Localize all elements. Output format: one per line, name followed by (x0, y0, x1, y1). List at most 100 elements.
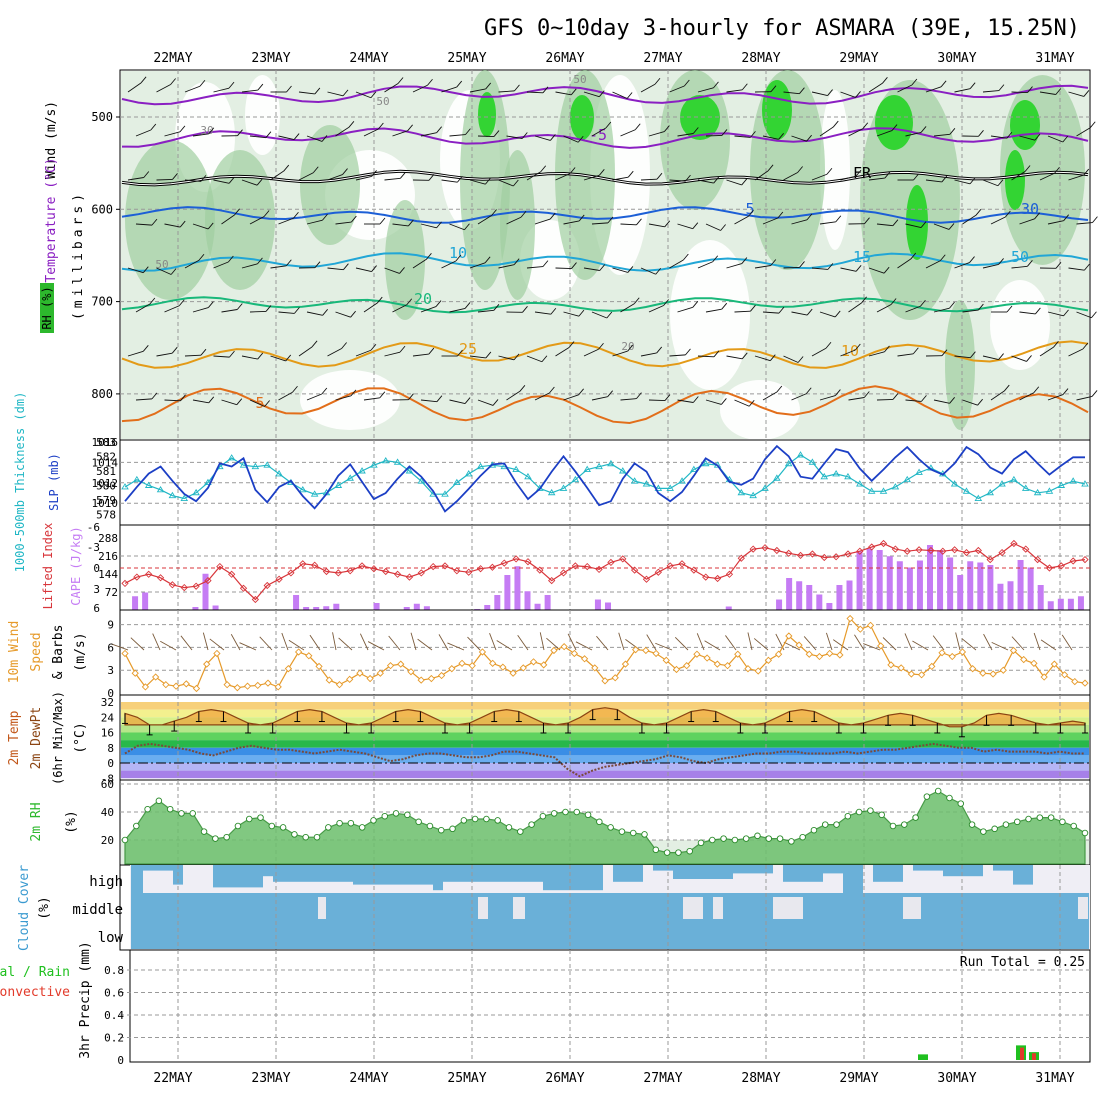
wind-barb (164, 399, 181, 402)
rh2m-marker (1081, 829, 1089, 837)
wind-barb (705, 308, 722, 313)
dry-region (720, 380, 800, 440)
wind10-marker (1071, 677, 1079, 686)
wind10-marker (366, 674, 374, 683)
cape-bar (776, 599, 783, 610)
wind-barb-feather (492, 399, 499, 406)
wind-barb-feather (485, 177, 491, 185)
temp-tick-label: 16 (101, 727, 114, 740)
wind10-marker (243, 682, 252, 690)
wind10-barb (826, 632, 833, 651)
wind10-barbs (110, 632, 1073, 651)
thickness-marker (227, 454, 236, 461)
lifted-index-marker (678, 560, 686, 568)
wind-barb (449, 223, 465, 231)
wind-barb (754, 170, 769, 181)
thickness-marker (844, 472, 852, 480)
wind-barb (1047, 394, 1064, 401)
thickness-marker (1010, 475, 1018, 483)
y-tick-label: 700 (91, 295, 113, 309)
wind-barb-feather (542, 260, 549, 267)
wind-barb-feather (1063, 214, 1069, 221)
precip-convective-bar (1032, 1053, 1036, 1060)
day-label-bottom: 25MAY (447, 1071, 486, 1086)
wind-barb-feather (321, 135, 328, 142)
rh-high-region (478, 92, 496, 137)
rh2m-marker (867, 807, 874, 814)
wind-barb (1011, 91, 1028, 94)
wind-barb (192, 399, 209, 404)
wind10-barb (239, 642, 257, 651)
wind10-marker (284, 665, 293, 673)
wind10-barb (567, 633, 577, 651)
cape-bar (212, 605, 219, 610)
ylabel-precip-convective: Convective (0, 985, 70, 1000)
thickness-marker (1021, 484, 1030, 491)
cloud-high-block (143, 865, 173, 871)
temperature-band (121, 747, 1089, 756)
lifted-index-marker (228, 570, 236, 578)
wind-barb (982, 179, 999, 187)
wind-barb (327, 91, 344, 97)
wind-barb (469, 262, 486, 269)
wind-barb (156, 267, 172, 275)
wind-barb (420, 399, 437, 403)
day-label-top: 26MAY (545, 51, 584, 66)
rh2m-marker (234, 822, 242, 830)
wind-barb (726, 355, 743, 360)
cape-bar (544, 595, 551, 610)
thickness-marker (405, 467, 414, 474)
wind-barb (384, 83, 399, 93)
wind10-marker (662, 656, 670, 664)
wind-barb-feather (721, 398, 727, 405)
wind-barb (1068, 348, 1084, 357)
wind10-marker (642, 646, 650, 655)
wind-barb (477, 309, 494, 313)
wind-barb-feather (912, 347, 919, 355)
wind-barb-feather (664, 394, 671, 401)
li-tick-label: -6 (87, 521, 100, 534)
wind-barb-feather (428, 347, 435, 355)
rh2m-marker (1036, 814, 1044, 821)
wind-barb (612, 91, 628, 99)
wind-barb-feather (741, 178, 748, 186)
wind10-barb (747, 632, 753, 651)
cape-bar (323, 606, 330, 610)
wind-barb-feather (292, 385, 298, 393)
wind10-marker (448, 665, 456, 673)
lifted-index-marker (773, 546, 781, 555)
wind-barb (156, 178, 173, 181)
ylabel-millibars: (millibars) (71, 190, 86, 320)
wind10-barb (646, 634, 657, 651)
wind-barb-feather (1003, 384, 1010, 392)
wind-barb (677, 223, 693, 230)
wind-barb-feather (884, 171, 891, 179)
temperature-band (121, 732, 1089, 741)
wind-barb-feather (570, 88, 577, 96)
rh2m-marker (358, 824, 366, 831)
wind-barb (469, 88, 486, 93)
wind-barb (327, 267, 344, 271)
wind10-barb (991, 641, 1009, 651)
rh-mid-region (660, 70, 730, 210)
wind-barb (583, 174, 600, 181)
wind-barb-feather (890, 298, 897, 305)
lifted-index-marker (121, 579, 129, 588)
rh-mid-region (500, 150, 535, 300)
wind10-barb (696, 633, 705, 651)
wind-barb (982, 263, 999, 269)
wind-barb-feather (493, 130, 500, 137)
wind-barb-feather (884, 345, 890, 353)
wind10-marker (478, 648, 487, 656)
wind-barb (278, 217, 294, 225)
wind-barb (1068, 267, 1085, 271)
wind-barb-feather (351, 215, 357, 223)
lifted-index-marker (334, 569, 342, 577)
lifted-index-marker (204, 576, 212, 585)
wind-barb (990, 390, 1005, 401)
wind10-tick-label: 0 (107, 687, 114, 700)
wind-barb-feather (464, 223, 470, 231)
wind-barb (1068, 174, 1084, 181)
wind-barb (363, 128, 379, 137)
wind-barb (270, 355, 286, 362)
